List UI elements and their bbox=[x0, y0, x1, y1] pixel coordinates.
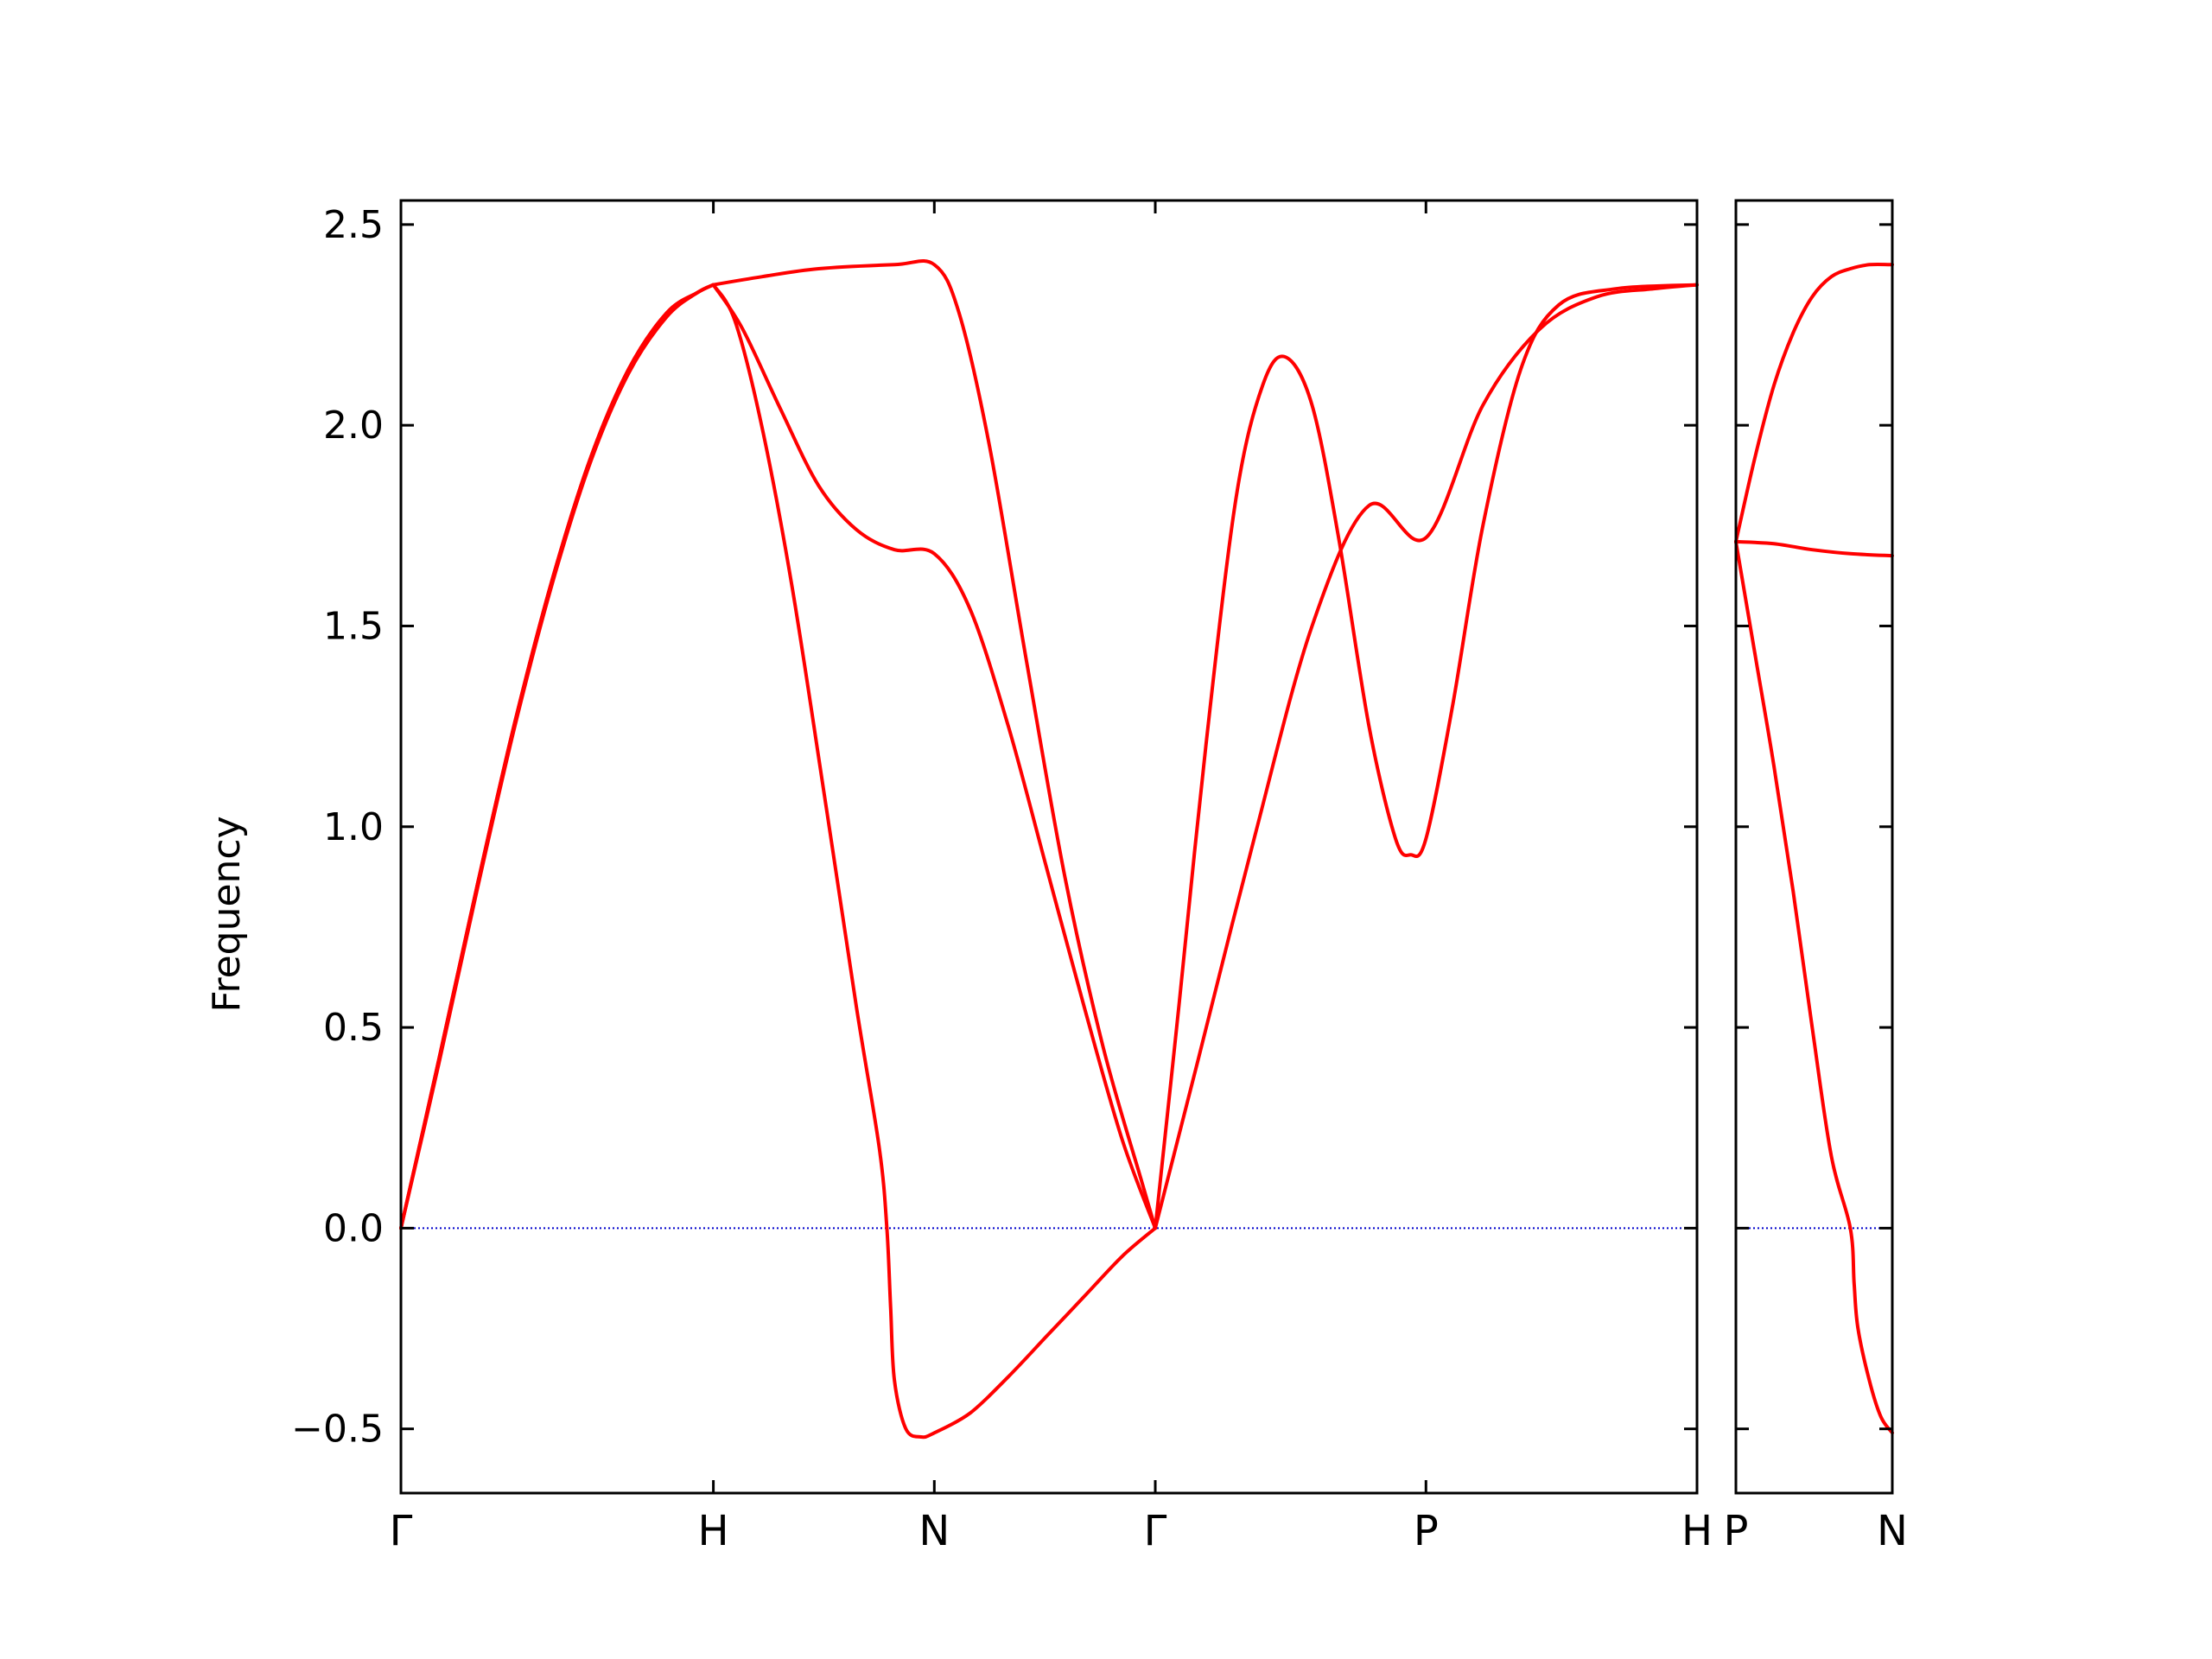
axes-frames bbox=[399, 199, 1894, 1495]
x-tick-label: Γ bbox=[390, 1507, 413, 1555]
axes-frame-branch bbox=[1734, 199, 1894, 1495]
x-tick-label: N bbox=[918, 1507, 950, 1555]
y-axis-label: Frequency bbox=[205, 816, 249, 1012]
y-tick-label: 2.5 bbox=[323, 203, 384, 247]
axes-frame-main bbox=[399, 199, 1699, 1495]
band-main-3 bbox=[399, 283, 715, 1230]
band-main-4 bbox=[711, 283, 1157, 1440]
x-tick-label: H bbox=[1681, 1507, 1713, 1555]
axis-ticks bbox=[399, 200, 1894, 1493]
band-main-6 bbox=[711, 259, 1157, 1230]
x-tick-label: N bbox=[1877, 1507, 1908, 1555]
x-tick-label: P bbox=[1414, 1507, 1439, 1555]
y-tick-label: −0.5 bbox=[291, 1408, 384, 1452]
y-tick-label: 1.0 bbox=[323, 805, 384, 849]
band-branch-1 bbox=[1734, 262, 1894, 543]
y-tick-label: 0.0 bbox=[323, 1206, 384, 1250]
y-tick-label: 1.5 bbox=[323, 604, 384, 648]
band-curves bbox=[399, 259, 1894, 1440]
y-tick-label: 0.5 bbox=[323, 1006, 384, 1050]
x-tick-label: H bbox=[698, 1507, 729, 1555]
band-main-5 bbox=[711, 283, 1157, 1230]
x-tick-label: Γ bbox=[1144, 1507, 1167, 1555]
x-tick-label: P bbox=[1724, 1507, 1749, 1555]
band-branch-2 bbox=[1734, 539, 1894, 558]
band-main-8 bbox=[1154, 283, 1699, 1230]
band-main-1 bbox=[399, 283, 715, 1230]
band-branch-3 bbox=[1734, 539, 1894, 1435]
y-tick-label: 2.0 bbox=[323, 404, 384, 448]
band-main-7 bbox=[1154, 283, 1699, 1230]
band-main-2 bbox=[399, 283, 715, 1230]
tick-labels: −0.50.00.51.01.52.02.5Γ H N Γ P H P N bbox=[291, 203, 1908, 1555]
